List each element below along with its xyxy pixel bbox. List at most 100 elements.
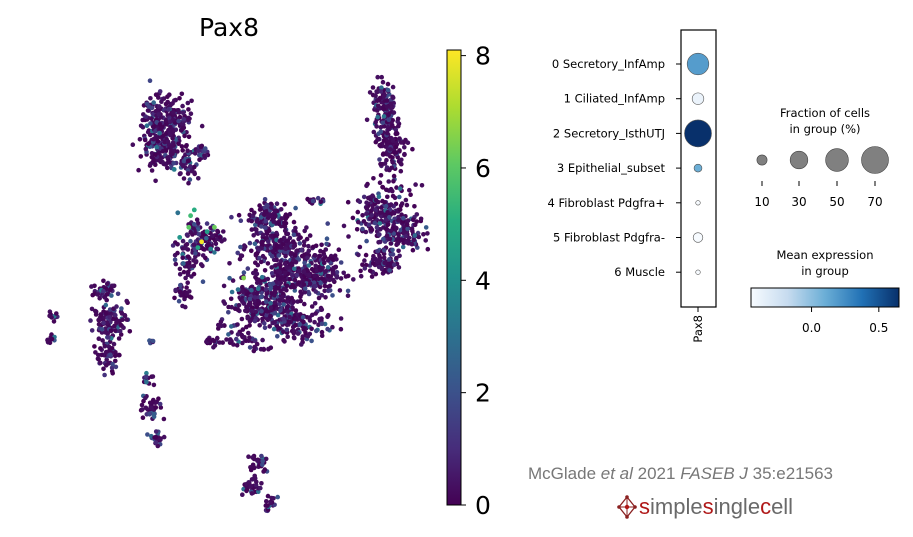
cell-point (148, 121, 153, 126)
cell-point (250, 312, 256, 318)
cell-point (312, 273, 318, 278)
cell-point (309, 326, 314, 332)
citation: McGlade et al 2021 FASEB J 35:e21563 (528, 464, 834, 483)
cell-point (264, 309, 270, 314)
cell-point (243, 338, 249, 344)
cell-point (242, 335, 247, 340)
cell-point (200, 279, 206, 285)
cell-point (326, 288, 331, 294)
cell-point (324, 236, 330, 241)
size-legend-dot (789, 150, 809, 170)
cell-point (276, 221, 282, 227)
cell-point (414, 212, 420, 217)
cell-point (228, 337, 233, 342)
cell-point (271, 219, 277, 224)
cell-point (394, 255, 399, 261)
cell-point (127, 329, 133, 334)
size-legend-label: 30 (791, 195, 806, 209)
cell-point (254, 291, 260, 296)
cell-point (293, 205, 298, 211)
cell-point (377, 239, 383, 245)
cell-point (313, 263, 319, 269)
cell-point (186, 134, 192, 140)
cell-point (396, 248, 401, 254)
cell-point (144, 380, 149, 385)
cell-point (282, 224, 288, 230)
cell-point (309, 338, 314, 344)
cell-point (273, 263, 278, 268)
cell-point (381, 255, 387, 261)
cell-point (338, 276, 344, 281)
cell-point (102, 343, 108, 349)
cell-point (270, 281, 276, 287)
cell-point (172, 295, 177, 301)
cell-point (147, 411, 153, 416)
cell-point (211, 345, 216, 350)
cell-point (254, 271, 260, 277)
cell-point (400, 244, 406, 250)
cell-point (407, 187, 412, 193)
cell-point (307, 281, 313, 287)
highlighted-cell-point (177, 235, 183, 240)
cell-point (322, 288, 328, 294)
cell-point (175, 250, 180, 256)
cell-point (292, 253, 298, 258)
cell-point (290, 305, 295, 311)
cell-point (332, 253, 338, 258)
color-legend-bar (750, 287, 900, 308)
cell-point (319, 307, 325, 312)
cell-point (176, 298, 182, 304)
cell-point (301, 325, 307, 331)
size-legend-title-2: in group (%) (789, 122, 860, 136)
cell-point (307, 331, 313, 337)
cell-point (369, 274, 375, 279)
cell-point (93, 309, 99, 315)
cell-point (398, 168, 404, 174)
size-legend-dot (861, 146, 889, 174)
cell-point (300, 314, 306, 320)
cell-point (273, 290, 278, 295)
umap-scatter (45, 74, 431, 514)
cell-point (180, 148, 185, 153)
cell-point (211, 339, 217, 344)
cell-point (113, 364, 119, 370)
cell-point (284, 327, 290, 333)
cell-point (381, 124, 387, 129)
cell-point (245, 266, 251, 271)
cell-point (377, 180, 383, 185)
cell-point (410, 146, 415, 152)
cell-point (265, 503, 270, 508)
dotplot-category-label: 3 Epithelial_subset (557, 161, 666, 175)
cell-point (267, 324, 273, 329)
cell-point (378, 205, 384, 210)
cell-point (257, 255, 262, 261)
cell-point (397, 194, 402, 200)
cell-point (390, 137, 396, 142)
cell-point (395, 240, 400, 246)
dotplot-dots (684, 52, 712, 275)
cell-point (313, 289, 319, 294)
cell-point (140, 407, 145, 412)
cell-point (107, 315, 112, 320)
cell-point (154, 144, 159, 150)
cell-point (364, 205, 369, 210)
cell-point (381, 114, 387, 119)
cell-point (177, 272, 183, 277)
cell-point (350, 215, 356, 221)
cell-point (253, 260, 258, 266)
cell-point (107, 347, 112, 353)
cell-point (240, 299, 245, 304)
cell-point (385, 87, 391, 93)
cell-point (249, 227, 255, 232)
cell-point (385, 222, 391, 228)
cell-point (263, 219, 269, 224)
cell-point (396, 218, 401, 223)
cell-point (227, 261, 232, 266)
cell-point (301, 319, 306, 325)
cell-point (156, 396, 161, 402)
cell-point (317, 284, 323, 290)
cell-point (390, 188, 395, 194)
cell-point (184, 285, 189, 290)
cell-point (230, 278, 236, 283)
dotplot-dot (693, 163, 703, 173)
